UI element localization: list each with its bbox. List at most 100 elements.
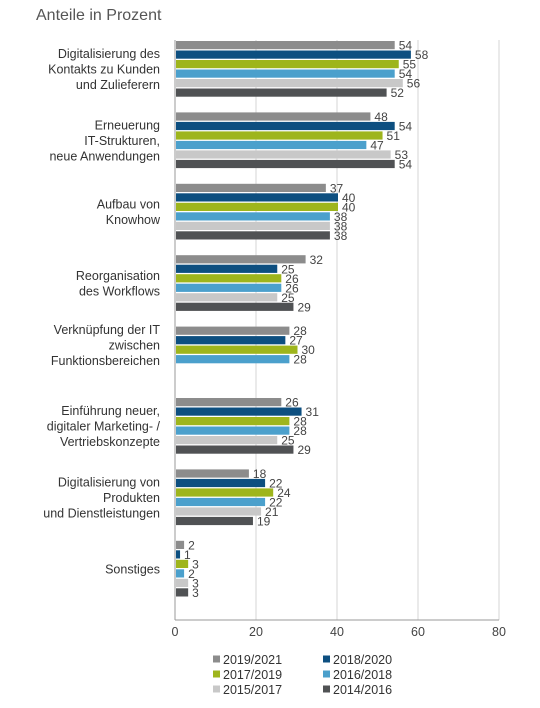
data-label: 28 xyxy=(293,415,307,429)
data-label: 1 xyxy=(184,548,191,562)
data-label: 48 xyxy=(374,110,388,124)
data-label: 3 xyxy=(192,586,199,600)
bar xyxy=(176,426,290,435)
legend-label: 2017/2019 xyxy=(223,668,282,682)
legend-label: 2018/2020 xyxy=(333,653,392,667)
bar xyxy=(176,255,306,264)
category-labels: Digitalisierung des Kontakts zu Kunden und… xyxy=(43,47,161,576)
data-label: 38 xyxy=(334,210,348,224)
bar xyxy=(176,221,330,230)
data-label: 26 xyxy=(285,272,299,286)
category-label-line: Verknüpfung der IT xyxy=(54,323,161,337)
bar xyxy=(176,231,330,240)
legend-swatch xyxy=(213,670,220,678)
data-label: 3 xyxy=(192,557,199,571)
bar xyxy=(176,131,383,140)
data-label: 58 xyxy=(415,48,429,62)
data-label: 53 xyxy=(395,148,409,162)
bar xyxy=(176,550,181,559)
legend-label: 2015/2017 xyxy=(223,683,282,697)
data-label: 25 xyxy=(281,262,295,276)
category-label: Digitalisierung von Produkten und Dienstle… xyxy=(43,475,160,520)
category-label-line: digitaler Marketing- / xyxy=(47,420,161,434)
bar xyxy=(176,497,266,507)
data-label: 55 xyxy=(403,58,417,72)
bar xyxy=(176,407,302,416)
data-label: 51 xyxy=(387,129,401,143)
legend-swatch xyxy=(323,685,330,693)
data-label: 38 xyxy=(334,229,348,243)
category-label-line: Sonstiges xyxy=(105,562,160,576)
bar xyxy=(176,150,391,159)
data-label: 29 xyxy=(297,300,311,314)
bar xyxy=(176,469,249,478)
x-tick-label: 0 xyxy=(172,625,179,639)
data-label: 22 xyxy=(269,477,283,491)
data-label: 22 xyxy=(269,496,283,510)
data-label: 54 xyxy=(399,67,413,81)
bar xyxy=(176,436,278,445)
legend: 2019/2021 2018/2020 2017/2019 2016/2018 2015… xyxy=(213,653,392,697)
category-label-line: und Dienstleistungen xyxy=(43,506,160,520)
data-label: 28 xyxy=(293,424,307,438)
data-label: 54 xyxy=(399,158,413,172)
bar xyxy=(176,345,298,354)
data-label: 21 xyxy=(265,505,279,519)
data-label: 2 xyxy=(188,538,195,552)
bar xyxy=(176,193,338,202)
bar xyxy=(176,183,326,192)
category-label-line: Erneuerung xyxy=(95,118,160,132)
data-label: 28 xyxy=(293,324,307,338)
category-label-line: IT-Strukturen, xyxy=(84,134,160,148)
data-label: 24 xyxy=(277,486,291,500)
data-label: 26 xyxy=(285,281,299,295)
bar xyxy=(176,559,189,568)
bar xyxy=(176,417,290,426)
bar xyxy=(176,445,294,454)
category-label-line: Einführung neuer, xyxy=(61,404,160,418)
data-label: 26 xyxy=(285,396,299,410)
data-label: 37 xyxy=(330,181,344,195)
data-label: 18 xyxy=(253,467,267,481)
legend-label: 2019/2021 xyxy=(223,653,282,667)
bar xyxy=(176,140,367,150)
bar xyxy=(176,478,266,488)
data-label: 2 xyxy=(188,567,195,581)
data-label: 25 xyxy=(281,434,295,448)
x-tick-label: 40 xyxy=(330,625,344,639)
legend-label: 2016/2018 xyxy=(333,668,392,682)
category-label-line: Vertriebskonzepte xyxy=(60,435,160,449)
x-tick-label: 20 xyxy=(249,625,263,639)
category-label-line: Digitalisierung des xyxy=(58,47,160,61)
bar xyxy=(176,326,290,335)
x-tick-label: 80 xyxy=(492,625,506,639)
bar xyxy=(176,302,294,311)
bar xyxy=(176,212,330,221)
chart-title: Anteile in Prozent xyxy=(36,7,162,24)
data-label: 27 xyxy=(289,334,303,348)
category-label-line: neue Anwendungen xyxy=(49,149,160,163)
data-label: 56 xyxy=(407,77,421,91)
category-label: Sonstiges xyxy=(105,562,160,576)
bar xyxy=(176,112,371,121)
data-label: 3 xyxy=(192,576,199,590)
data-label: 25 xyxy=(281,291,295,305)
bar xyxy=(176,264,278,273)
legend-swatch xyxy=(323,670,330,678)
bar xyxy=(176,540,185,549)
bar xyxy=(176,88,387,97)
category-label-line: und Zulieferern xyxy=(76,78,160,92)
category-label: Digitalisierung des Kontakts zu Kunden und… xyxy=(48,47,160,92)
x-axis-ticks: 0 20 40 60 80 xyxy=(172,625,506,639)
bar xyxy=(176,69,395,78)
bar xyxy=(176,569,185,578)
category-label-line: Produkten xyxy=(103,491,160,505)
bar xyxy=(176,60,399,69)
bar xyxy=(176,516,253,526)
data-label: 32 xyxy=(310,253,324,267)
legend-label: 2014/2016 xyxy=(333,683,392,697)
bar xyxy=(176,41,395,50)
category-label-line: zwischen xyxy=(109,339,160,353)
data-label: 40 xyxy=(342,191,356,205)
